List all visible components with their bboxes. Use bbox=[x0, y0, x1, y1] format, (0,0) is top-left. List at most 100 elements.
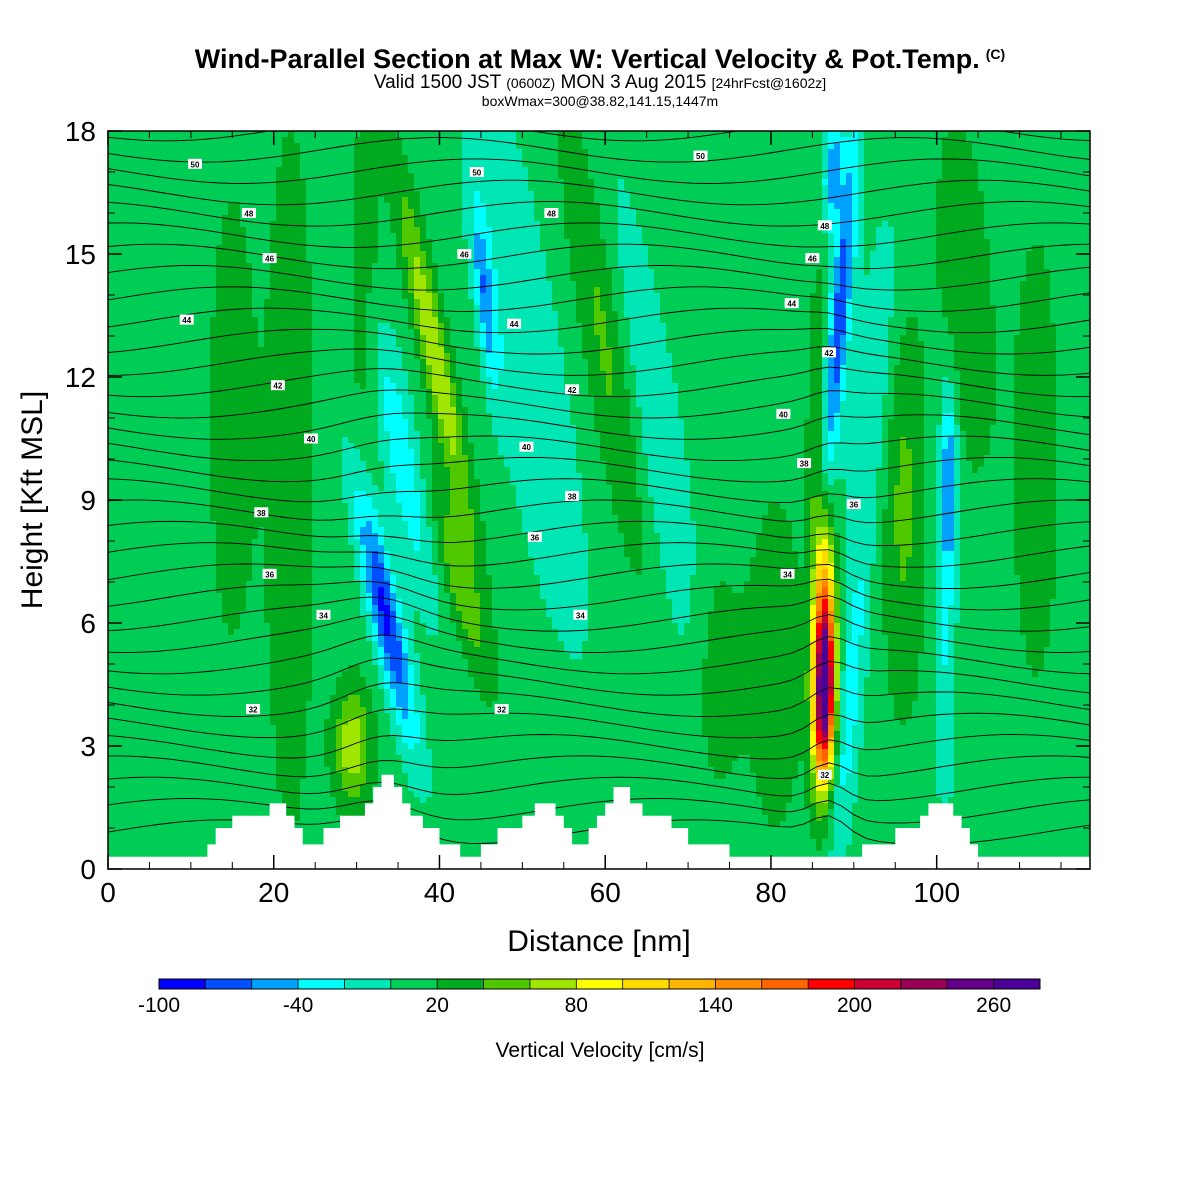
field-cell bbox=[402, 203, 409, 210]
field-cell bbox=[348, 131, 355, 138]
field-cell bbox=[384, 155, 391, 162]
field-cell bbox=[594, 143, 601, 150]
field-cell bbox=[588, 179, 595, 186]
field-cell bbox=[840, 137, 847, 144]
field-cell bbox=[762, 137, 769, 144]
field-cell bbox=[990, 149, 997, 156]
field-cell bbox=[432, 143, 439, 150]
field-cell bbox=[456, 161, 463, 168]
field-cell bbox=[948, 155, 955, 162]
field-cell bbox=[174, 185, 181, 192]
field-cell bbox=[564, 179, 571, 186]
field-cell bbox=[144, 149, 151, 156]
field-cell bbox=[492, 131, 499, 138]
field-cell bbox=[1002, 185, 1009, 192]
field-cell bbox=[942, 137, 949, 144]
field-cell bbox=[834, 173, 841, 180]
field-cell bbox=[1068, 155, 1075, 162]
field-cell bbox=[294, 197, 301, 204]
field-cell bbox=[840, 179, 847, 186]
field-cell bbox=[108, 155, 115, 162]
field-cell bbox=[438, 191, 445, 198]
field-cell bbox=[630, 197, 637, 204]
field-cell bbox=[858, 131, 865, 138]
field-cell bbox=[210, 167, 217, 174]
field-cell bbox=[828, 137, 835, 144]
field-cell bbox=[168, 131, 175, 138]
field-cell bbox=[1020, 137, 1027, 144]
field-cell bbox=[1008, 167, 1015, 174]
field-cell bbox=[492, 149, 499, 156]
field-cell bbox=[372, 173, 379, 180]
field-cell bbox=[372, 161, 379, 168]
field-cell bbox=[180, 143, 187, 150]
field-cell bbox=[984, 173, 991, 180]
field-cell bbox=[384, 185, 391, 192]
field-cell bbox=[324, 191, 331, 198]
field-cell bbox=[276, 191, 283, 198]
field-cell bbox=[546, 191, 553, 198]
field-cell bbox=[1068, 191, 1075, 198]
field-cell bbox=[168, 143, 175, 150]
field-cell bbox=[516, 185, 523, 192]
field-cell bbox=[660, 185, 667, 192]
field-cell bbox=[222, 155, 229, 162]
field-cell bbox=[486, 167, 493, 174]
field-cell bbox=[126, 149, 133, 156]
field-cell bbox=[120, 173, 127, 180]
field-cell bbox=[468, 131, 475, 138]
field-cell bbox=[744, 173, 751, 180]
field-cell bbox=[540, 197, 547, 204]
field-cell bbox=[612, 179, 619, 186]
field-cell bbox=[522, 131, 529, 138]
field-cell bbox=[342, 155, 349, 162]
field-cell bbox=[756, 179, 763, 186]
field-cell bbox=[1020, 155, 1027, 162]
field-cell bbox=[930, 131, 937, 138]
field-cell bbox=[288, 191, 295, 198]
field-cell bbox=[324, 203, 331, 210]
field-cell bbox=[474, 197, 481, 204]
field-cell bbox=[900, 191, 907, 198]
field-cell bbox=[432, 191, 439, 198]
field-cell bbox=[396, 179, 403, 186]
field-cell bbox=[216, 131, 223, 138]
field-cell bbox=[918, 143, 925, 150]
field-cell bbox=[1062, 131, 1069, 138]
field-cell bbox=[354, 137, 361, 144]
field-cell bbox=[708, 173, 715, 180]
field-cell bbox=[468, 161, 475, 168]
field-cell bbox=[246, 173, 253, 180]
field-cell bbox=[942, 131, 949, 138]
field-cell bbox=[864, 185, 871, 192]
field-cell bbox=[762, 173, 769, 180]
field-cell bbox=[606, 143, 613, 150]
field-cell bbox=[474, 131, 481, 138]
field-cell bbox=[690, 191, 697, 198]
field-cell bbox=[120, 167, 127, 174]
field-cell bbox=[960, 191, 967, 198]
field-cell bbox=[312, 155, 319, 162]
field-cell bbox=[684, 149, 691, 156]
field-cell bbox=[1044, 155, 1051, 162]
field-cell bbox=[702, 173, 709, 180]
field-cell bbox=[282, 173, 289, 180]
field-cell bbox=[774, 185, 781, 192]
field-cell bbox=[798, 167, 805, 174]
field-cell bbox=[636, 167, 643, 174]
field-cell bbox=[396, 203, 403, 210]
field-cell bbox=[780, 185, 787, 192]
field-cell bbox=[840, 173, 847, 180]
field-cell bbox=[534, 185, 541, 192]
field-cell bbox=[942, 197, 949, 204]
field-cell bbox=[258, 197, 265, 204]
field-cell bbox=[486, 191, 493, 198]
field-cell bbox=[732, 149, 739, 156]
field-cell bbox=[456, 197, 463, 204]
field-cell bbox=[1020, 185, 1027, 192]
field-cell bbox=[396, 197, 403, 204]
field-cell bbox=[348, 143, 355, 150]
field-cell bbox=[288, 131, 295, 138]
field-cell bbox=[138, 179, 145, 186]
field-cell bbox=[1014, 197, 1021, 204]
